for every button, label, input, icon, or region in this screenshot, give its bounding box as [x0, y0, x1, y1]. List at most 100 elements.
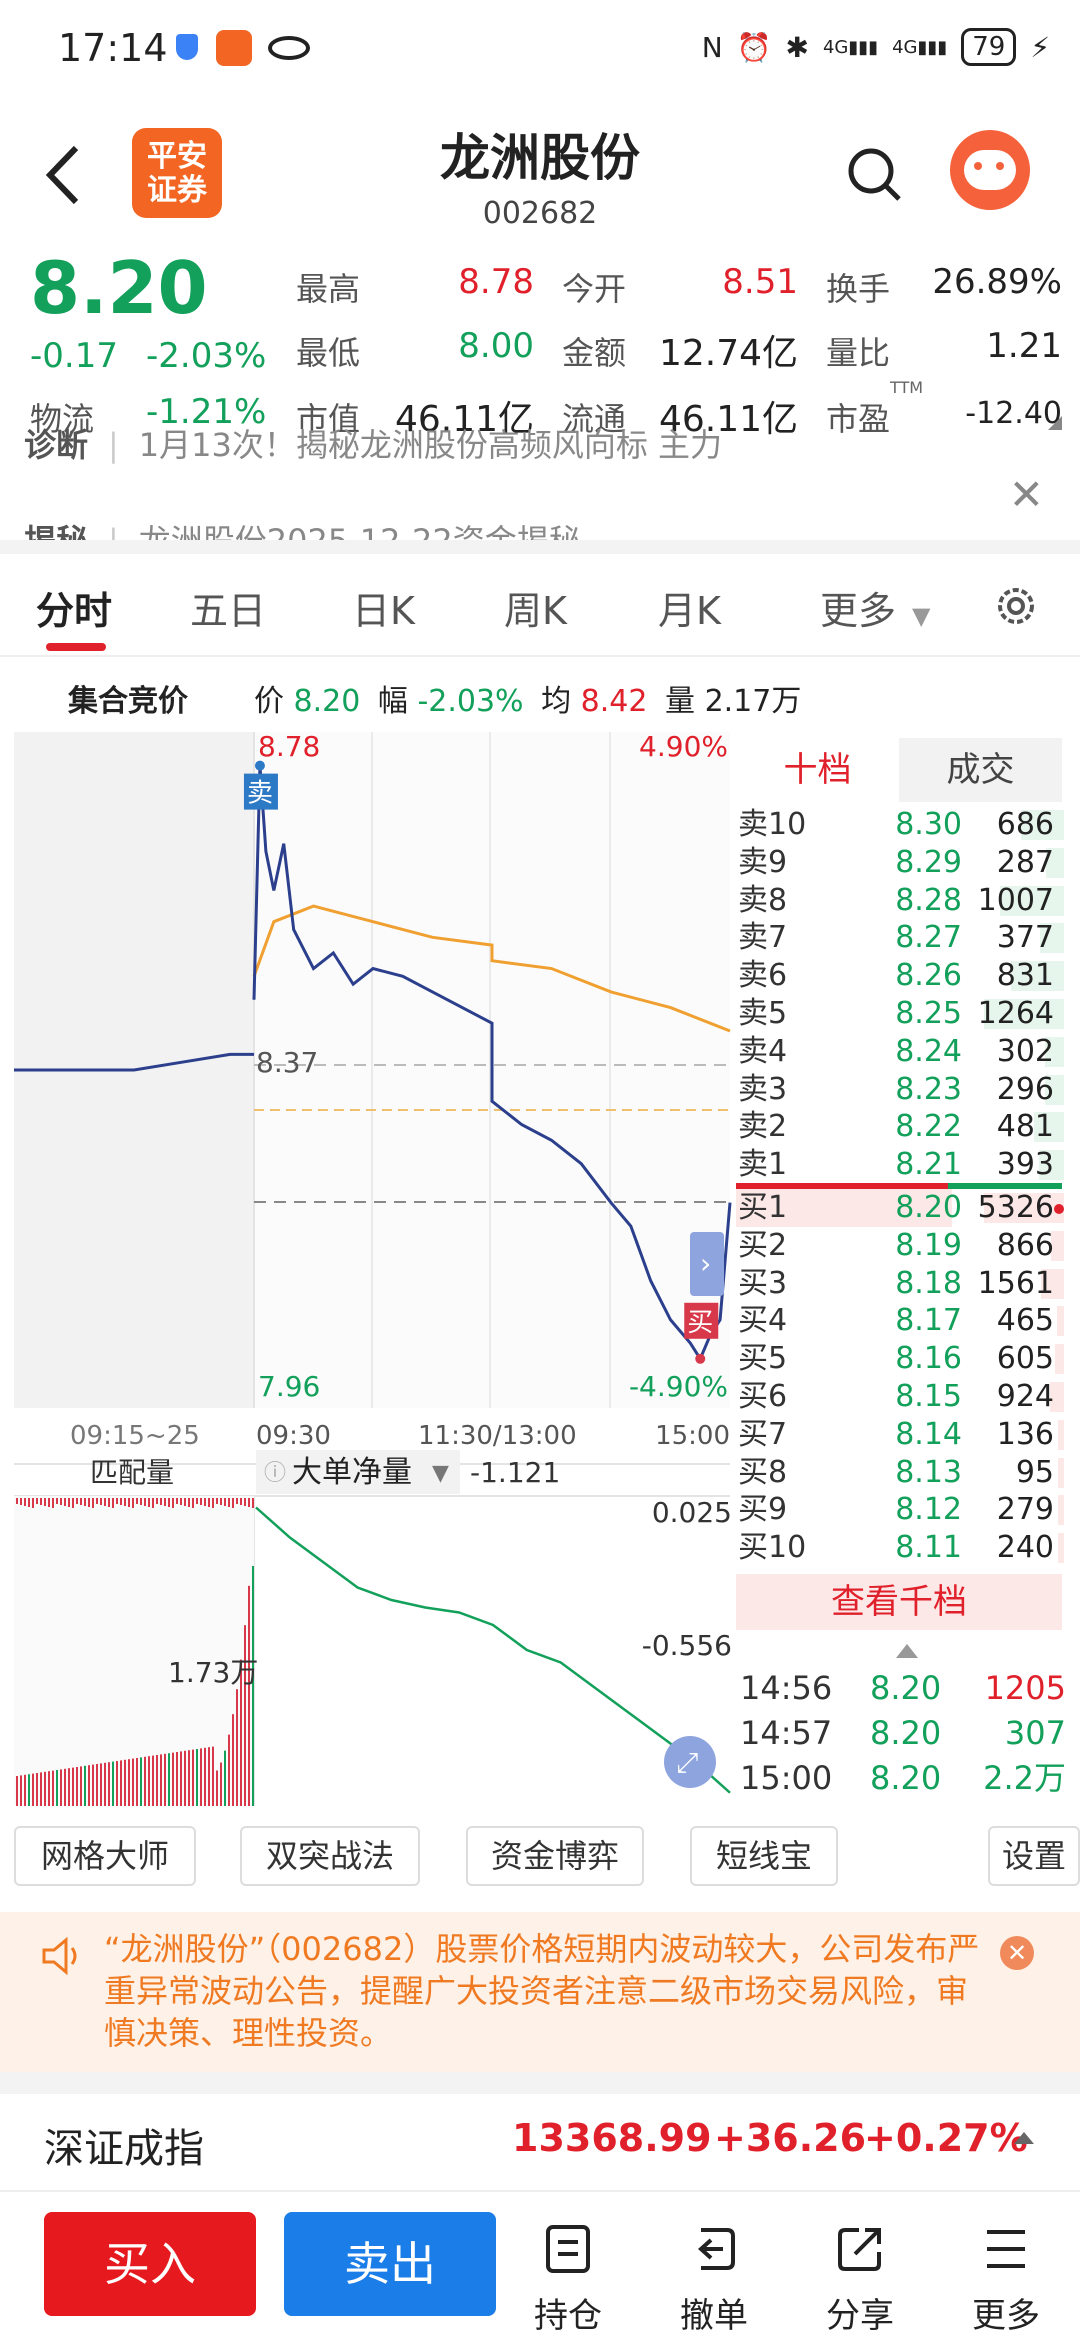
- sell-marker[interactable]: [243, 773, 278, 810]
- bid-row[interactable]: 买3 8.18 1561: [738, 1265, 1068, 1303]
- view-depth-button[interactable]: 查看千档: [736, 1574, 1062, 1630]
- volume-bar: [1045, 1074, 1064, 1105]
- tool-short-term[interactable]: 短线宝: [690, 1826, 838, 1886]
- auction-volume-bar: [244, 1625, 246, 1806]
- close-icon[interactable]: ✕: [1008, 470, 1044, 519]
- auction-volume-bar: [100, 1763, 102, 1806]
- buy-button[interactable]: 买入: [44, 2212, 256, 2316]
- ask-row[interactable]: 卖8 8.28 1007: [738, 882, 1068, 920]
- tool-settings[interactable]: 设置: [988, 1826, 1080, 1886]
- bid-row[interactable]: 买6 8.15 924: [738, 1378, 1068, 1416]
- search-icon[interactable]: [845, 145, 905, 205]
- auction-volume-bar: [84, 1498, 86, 1506]
- ask-row[interactable]: 卖4 8.24 302: [738, 1033, 1068, 1071]
- notice-area[interactable]: 诊断|1月13次！揭秘龙洲股份高频风向标 主力 揭秘|龙洲股份2025-12-2…: [0, 420, 1080, 540]
- level-price: 8.26: [895, 958, 962, 994]
- auction-volume-bar: [160, 1754, 162, 1806]
- tick-price: 8.20: [870, 1759, 942, 1797]
- charging-icon: ⚡: [1030, 30, 1050, 64]
- level-price: 8.23: [895, 1071, 962, 1107]
- auction-volume-bar: [184, 1750, 186, 1806]
- expand-corner-icon[interactable]: [1048, 416, 1062, 430]
- auction-volume-bar: [136, 1498, 138, 1504]
- bid-row[interactable]: 买9 8.12 279: [738, 1491, 1068, 1529]
- tab-more-label: 更多: [820, 589, 897, 633]
- tab-more[interactable]: 更多 ▼: [820, 580, 930, 635]
- undo-icon: [698, 2228, 735, 2270]
- bid-row[interactable]: 买2 8.19 866: [738, 1227, 1068, 1265]
- tab-ten-levels[interactable]: 十档: [736, 738, 899, 802]
- back-button[interactable]: [40, 140, 90, 210]
- ask-row[interactable]: 卖7 8.27 377: [738, 919, 1068, 957]
- auction-volume-bar: [164, 1753, 166, 1806]
- bid-row[interactable]: 买5 8.16 605: [738, 1340, 1068, 1378]
- tab-monthly-k[interactable]: 月K: [658, 589, 721, 633]
- amount-label: 金额: [562, 334, 627, 372]
- index-name[interactable]: 深证成指: [44, 2126, 204, 2172]
- marker-dot: [695, 1353, 706, 1364]
- fullscreen-button[interactable]: [664, 1736, 716, 1788]
- indicator-selector[interactable]: [256, 1450, 460, 1494]
- auction-volume-bar: [108, 1498, 110, 1507]
- y-max-label: 8.78: [258, 730, 320, 763]
- tick-volume: 1205: [984, 1669, 1066, 1707]
- holdings-button[interactable]: 持仓: [508, 2222, 628, 2337]
- auction-volume-bar: [148, 1756, 150, 1806]
- bid-row[interactable]: 买7 8.14 136: [738, 1416, 1068, 1454]
- tab-weekly-k[interactable]: 周K: [504, 589, 567, 633]
- notice-item[interactable]: 诊断 | 1月13次！揭秘龙洲股份高频风向标 主力: [24, 426, 723, 464]
- float-cap-value: 46.11亿: [658, 399, 798, 440]
- ask-row[interactable]: 卖5 8.25 1264: [738, 995, 1068, 1033]
- collapse-handle[interactable]: [690, 1232, 724, 1296]
- bid-row[interactable]: 买10 8.11 240: [738, 1529, 1068, 1567]
- level-label: 卖7: [738, 920, 788, 956]
- sell-button[interactable]: 卖出: [284, 2212, 496, 2316]
- auction-volume-bar: [152, 1498, 154, 1508]
- ask-row[interactable]: 卖2 8.22 481: [738, 1108, 1068, 1146]
- close-warning-icon[interactable]: ✕: [1000, 1936, 1034, 1970]
- notice-item[interactable]: 揭秘|龙洲股份2025-12-22资金揭秘: [24, 516, 581, 540]
- ask-row[interactable]: 卖6 8.26 831: [738, 957, 1068, 995]
- tab-five-day[interactable]: 五日: [190, 589, 267, 633]
- ask-row[interactable]: 卖1 8.21 393: [738, 1146, 1068, 1184]
- avg-value: 8.42: [580, 684, 648, 719]
- auction-volume-bar: [112, 1761, 114, 1806]
- tab-trades[interactable]: 成交: [899, 738, 1062, 802]
- tab-daily-k[interactable]: 日K: [352, 589, 415, 633]
- intraday-chart[interactable]: 8.78 8.37 7.96 4.90% -4.90% 卖买 › 09:15~2…: [0, 720, 736, 1820]
- mcap-label: 市值: [296, 400, 361, 438]
- ask-row[interactable]: 卖10 8.30 686: [738, 806, 1068, 844]
- auction-volume-bar: [108, 1762, 110, 1806]
- open-value: 8.51: [722, 262, 798, 302]
- match-volume-value: 1.73万: [168, 1656, 258, 1689]
- level-price: 8.24: [895, 1033, 962, 1069]
- tool-capital-game[interactable]: 资金博弈: [466, 1826, 644, 1886]
- cancel-order-button[interactable]: 撤单: [654, 2222, 774, 2337]
- expand-index-icon[interactable]: [1014, 2132, 1034, 2144]
- tick-time: 14:57: [740, 1714, 833, 1752]
- assistant-avatar[interactable]: [950, 130, 1030, 210]
- ask-row[interactable]: 卖3 8.23 296: [738, 1071, 1068, 1109]
- gear-icon[interactable]: [994, 584, 1038, 628]
- level-label: 买8: [738, 1454, 788, 1490]
- level-label: 买6: [738, 1379, 788, 1414]
- divider: [0, 2072, 1080, 2094]
- ask-row[interactable]: 卖9 8.29 287: [738, 844, 1068, 882]
- bid-row[interactable]: 买8 8.13 95: [738, 1454, 1068, 1492]
- auction-volume-bar: [24, 1498, 26, 1506]
- tick-price: 8.20: [870, 1714, 942, 1752]
- auction-volume-bar: [212, 1746, 214, 1806]
- tool-double-breakout[interactable]: 双突战法: [240, 1826, 420, 1886]
- level-volume: 1007: [977, 882, 1054, 918]
- tool-grid-master[interactable]: 网格大师: [14, 1826, 196, 1886]
- bid-row[interactable]: 买1 8.20 5326: [738, 1189, 1068, 1227]
- buy-marker[interactable]: [684, 1302, 719, 1339]
- bid-row[interactable]: 买4 8.17 465: [738, 1302, 1068, 1340]
- auction-volume-bar: [236, 1498, 238, 1504]
- expand-up-icon[interactable]: [896, 1644, 918, 1658]
- tab-intraday[interactable]: 分时: [36, 589, 113, 633]
- more-button[interactable]: 更多: [946, 2222, 1066, 2337]
- auction-volume-bar: [92, 1764, 94, 1806]
- level-label: 卖5: [738, 996, 788, 1031]
- share-button[interactable]: 分享: [800, 2222, 920, 2337]
